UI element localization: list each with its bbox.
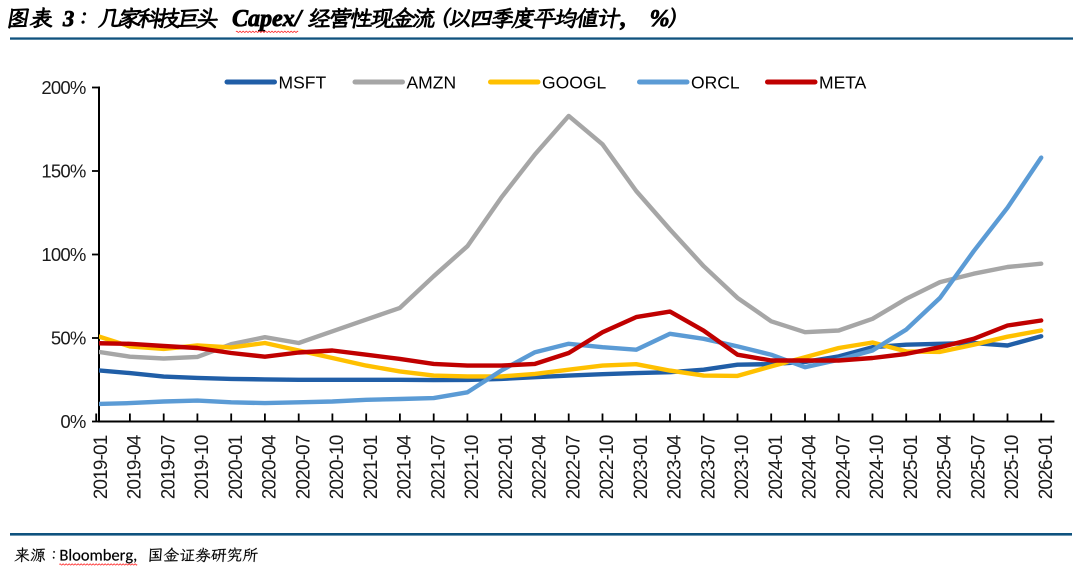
svg-text:2022-10: 2022-10 [597, 435, 618, 499]
svg-text:2023-07: 2023-07 [698, 435, 719, 499]
svg-text:0%: 0% [60, 411, 85, 432]
svg-text:2019-10: 2019-10 [192, 435, 213, 499]
svg-text:2021-04: 2021-04 [395, 434, 416, 499]
svg-text:150%: 150% [41, 161, 85, 182]
svg-text:2024-04: 2024-04 [800, 434, 821, 499]
svg-text:2019-07: 2019-07 [158, 435, 179, 499]
svg-text:AMZN: AMZN [407, 73, 457, 93]
svg-text:2022-04: 2022-04 [530, 434, 551, 499]
svg-text:2024-07: 2024-07 [833, 435, 854, 499]
svg-text:2025-10: 2025-10 [1002, 435, 1023, 499]
svg-text:2022-07: 2022-07 [563, 435, 584, 499]
svg-text:2021-01: 2021-01 [361, 435, 382, 499]
svg-text:2023-10: 2023-10 [732, 435, 753, 499]
svg-text:MSFT: MSFT [279, 73, 327, 93]
svg-text:2020-10: 2020-10 [327, 435, 348, 499]
svg-text:2025-07: 2025-07 [968, 435, 989, 499]
svg-text:2024-01: 2024-01 [766, 435, 787, 499]
svg-text:2022-01: 2022-01 [496, 435, 517, 499]
svg-text:META: META [819, 73, 867, 93]
svg-text:2019-04: 2019-04 [125, 434, 146, 499]
svg-text:2024-10: 2024-10 [867, 435, 888, 499]
svg-text:2019-01: 2019-01 [91, 435, 112, 499]
svg-text:200%: 200% [41, 77, 85, 98]
svg-text:GOOGL: GOOGL [542, 73, 606, 93]
svg-text:2026-01: 2026-01 [1036, 435, 1057, 499]
svg-text:2021-07: 2021-07 [428, 435, 449, 499]
svg-text:2025-04: 2025-04 [935, 434, 956, 499]
svg-text:ORCL: ORCL [691, 73, 740, 93]
svg-text:2023-04: 2023-04 [665, 434, 686, 499]
svg-text:50%: 50% [51, 328, 86, 349]
svg-text:2025-01: 2025-01 [901, 435, 922, 499]
svg-text:2020-04: 2020-04 [260, 434, 281, 499]
svg-text:2023-01: 2023-01 [631, 435, 652, 499]
svg-text:2020-07: 2020-07 [293, 435, 314, 499]
svg-text:100%: 100% [41, 244, 85, 265]
svg-text:2021-10: 2021-10 [462, 435, 483, 499]
svg-text:2020-01: 2020-01 [226, 435, 247, 499]
